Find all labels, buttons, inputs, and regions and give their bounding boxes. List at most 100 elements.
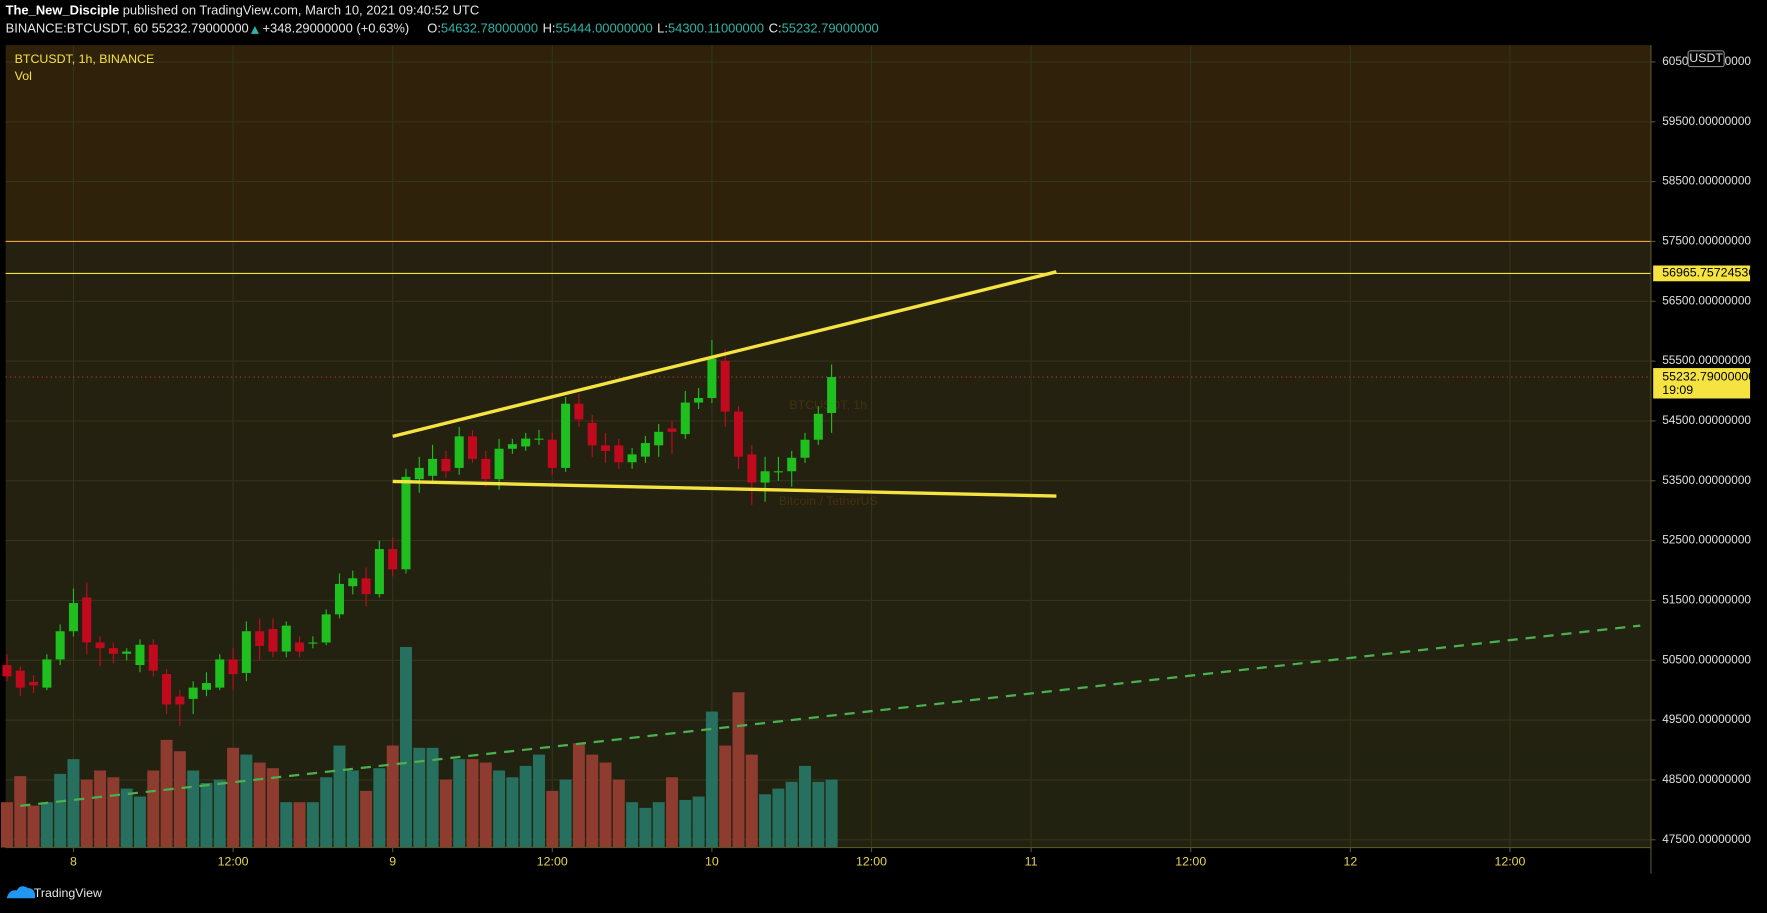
header-line-2: BINANCE:BTCUSDT, 60 55232.79000000 +348.… (6, 21, 879, 36)
volume-bar (120, 788, 133, 848)
volume-bar (333, 745, 346, 848)
y-tick-label: 51500.00000000 (1662, 593, 1751, 607)
logo (6, 886, 36, 899)
volume-bar (187, 770, 200, 848)
y-tick-label: 49500.00000000 (1662, 712, 1751, 726)
ohlc-value: 54632.78000000 (441, 21, 538, 36)
volume-bar (346, 770, 359, 848)
currency: USDT (1689, 51, 1723, 65)
volume-bar (399, 646, 412, 848)
candle-body (494, 448, 504, 480)
candle-body (82, 597, 92, 643)
candle-body (707, 358, 717, 399)
volume-bar (799, 765, 811, 848)
volume-bar (692, 796, 705, 848)
volume-bar (572, 743, 585, 848)
last-price-label: 55232.79000000 (1662, 369, 1755, 383)
candle-body (614, 445, 624, 463)
volume-bar (306, 802, 319, 848)
volume-bar (14, 776, 27, 848)
volume-bar (80, 779, 93, 848)
y-tick-label: 59500.00000000 (1662, 114, 1751, 128)
volume-bar (173, 751, 186, 848)
candle-body (374, 549, 384, 595)
last: 55232.79000000 (152, 21, 249, 36)
candle-body (201, 683, 211, 690)
volume-bar (147, 770, 160, 848)
candle-body (454, 436, 464, 468)
volume-bar (719, 745, 732, 848)
volume-bar (732, 692, 745, 848)
volume-bar (533, 754, 545, 848)
candle-body (813, 413, 823, 440)
volume-bar (812, 781, 825, 848)
candle-body (667, 428, 677, 432)
x-tick-label: 11 (1025, 854, 1038, 868)
volume-bar (27, 805, 40, 848)
candle-body (481, 458, 491, 480)
volume-bar (772, 788, 785, 848)
y-tick-label: 57500.00000000 (1662, 234, 1751, 248)
volume-bar (453, 759, 466, 848)
trend-line (392, 270, 1057, 439)
candle-body (122, 651, 132, 654)
y-tick-label: 52500.00000000 (1662, 533, 1751, 547)
y-tick-label: 54500.00000000 (1662, 413, 1751, 427)
candle-body (188, 687, 198, 699)
ohlc-value: 55444.00000000 (556, 21, 653, 36)
candle-body (773, 471, 783, 473)
candle-body (587, 422, 597, 446)
candle-body (135, 644, 145, 666)
volume-bar (785, 781, 798, 848)
volume-bar (360, 790, 373, 848)
candle-body (787, 457, 797, 472)
candle-body (733, 411, 744, 457)
candle-body (281, 625, 291, 652)
volume-bar (94, 770, 107, 848)
x-tick-label: 10 (705, 854, 719, 868)
trend-line (392, 479, 1057, 498)
candle-body (68, 603, 78, 632)
change: +348.29000000 (+0.63%) (262, 21, 409, 36)
x-tick-label: 12:00 (537, 854, 568, 868)
candle-body (108, 648, 118, 654)
published: published on TradingView.com, March 10, … (123, 3, 479, 18)
symbol: BINANCE:BTCUSDT, 60 (6, 21, 148, 36)
candle-body (241, 631, 251, 673)
candle-body (561, 403, 571, 468)
countdown: 19:09 (1662, 383, 1693, 397)
ohlc-key: H: (543, 21, 556, 36)
x-tick-label: 12:00 (218, 854, 249, 868)
watermark-sub: Bitcoin / TetherUS (779, 494, 878, 508)
volume-bar (107, 777, 120, 848)
y-tick-label: 53500.00000000 (1662, 473, 1751, 487)
volume-bar (586, 754, 599, 848)
x-tick-label: 12:00 (856, 854, 887, 868)
volume-bar (825, 779, 838, 848)
volume-bar (745, 754, 758, 848)
ohlc-key: O: (427, 21, 441, 36)
candle-body (800, 439, 810, 458)
volume-bar (373, 768, 386, 848)
volume-bar (599, 762, 612, 848)
volume-bar (506, 777, 519, 848)
volume-bar (320, 777, 333, 848)
candle-body (574, 403, 584, 420)
candle-body (467, 436, 477, 459)
volume-bar (227, 747, 240, 848)
candle-body (414, 467, 424, 480)
volume-bar (160, 739, 173, 848)
legend-title: BTCUSDT, 1h, BINANCE (15, 52, 155, 66)
volume-bar (67, 759, 80, 848)
candle-body (148, 644, 158, 671)
candle-body (2, 665, 12, 677)
candle-body (640, 443, 650, 457)
candle-body (747, 454, 757, 483)
x-tick-label: 12 (1343, 854, 1357, 868)
volume-bar (479, 762, 492, 848)
volume-bar (413, 747, 426, 848)
volume-bar (240, 754, 253, 848)
